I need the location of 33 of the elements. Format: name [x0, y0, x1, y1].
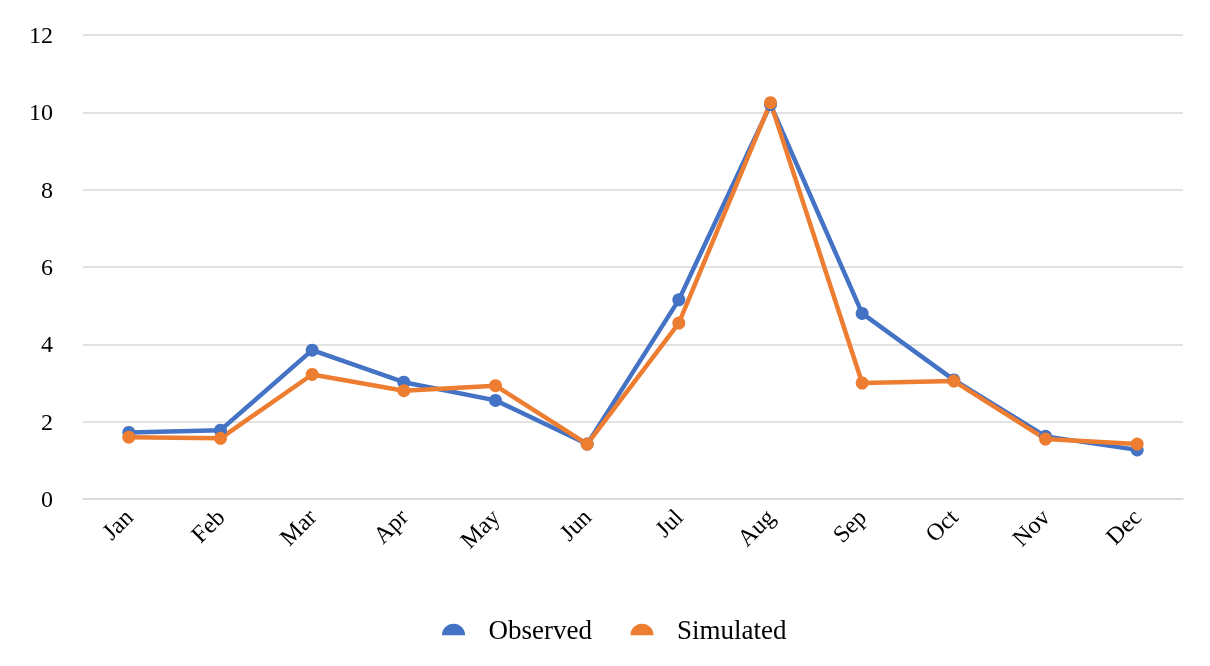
point: [305, 343, 319, 357]
x-tick-label: Feb: [185, 503, 230, 548]
point: [122, 430, 136, 444]
y-tick-label: 6: [41, 254, 53, 280]
x-tick-label: Jan: [97, 503, 139, 545]
x-tick-label: Jun: [554, 503, 597, 546]
x-tick-label: Oct: [920, 503, 964, 547]
point: [672, 293, 686, 307]
x-tick-label: May: [455, 503, 505, 554]
y-tick-label: 2: [41, 408, 53, 435]
point: [489, 379, 502, 393]
x-tick-label: Sep: [827, 503, 872, 548]
y-tick-label: 12: [29, 22, 53, 48]
x-tick-label: Dec: [1100, 503, 1147, 550]
y-tick-label: 4: [41, 331, 53, 358]
legend-label: Simulated: [676, 614, 787, 645]
point: [672, 316, 686, 330]
y-tick-label: 10: [29, 99, 53, 126]
x-tick-label: Aug: [732, 503, 780, 552]
point: [397, 384, 411, 398]
point: [305, 368, 319, 381]
x-tick-label: Apr: [368, 503, 414, 549]
x-tick-label: Mar: [274, 503, 322, 551]
x-tick-label: Nov: [1007, 503, 1055, 552]
point: [1130, 437, 1144, 451]
point: [214, 431, 227, 445]
point: [489, 393, 502, 407]
y-tick-label: 8: [41, 176, 53, 203]
point: [855, 376, 869, 390]
point: [855, 306, 869, 320]
x-tick-label: Jul: [649, 503, 689, 542]
legend-label: Observed: [488, 614, 593, 645]
y-tick-label: 0: [41, 486, 53, 512]
